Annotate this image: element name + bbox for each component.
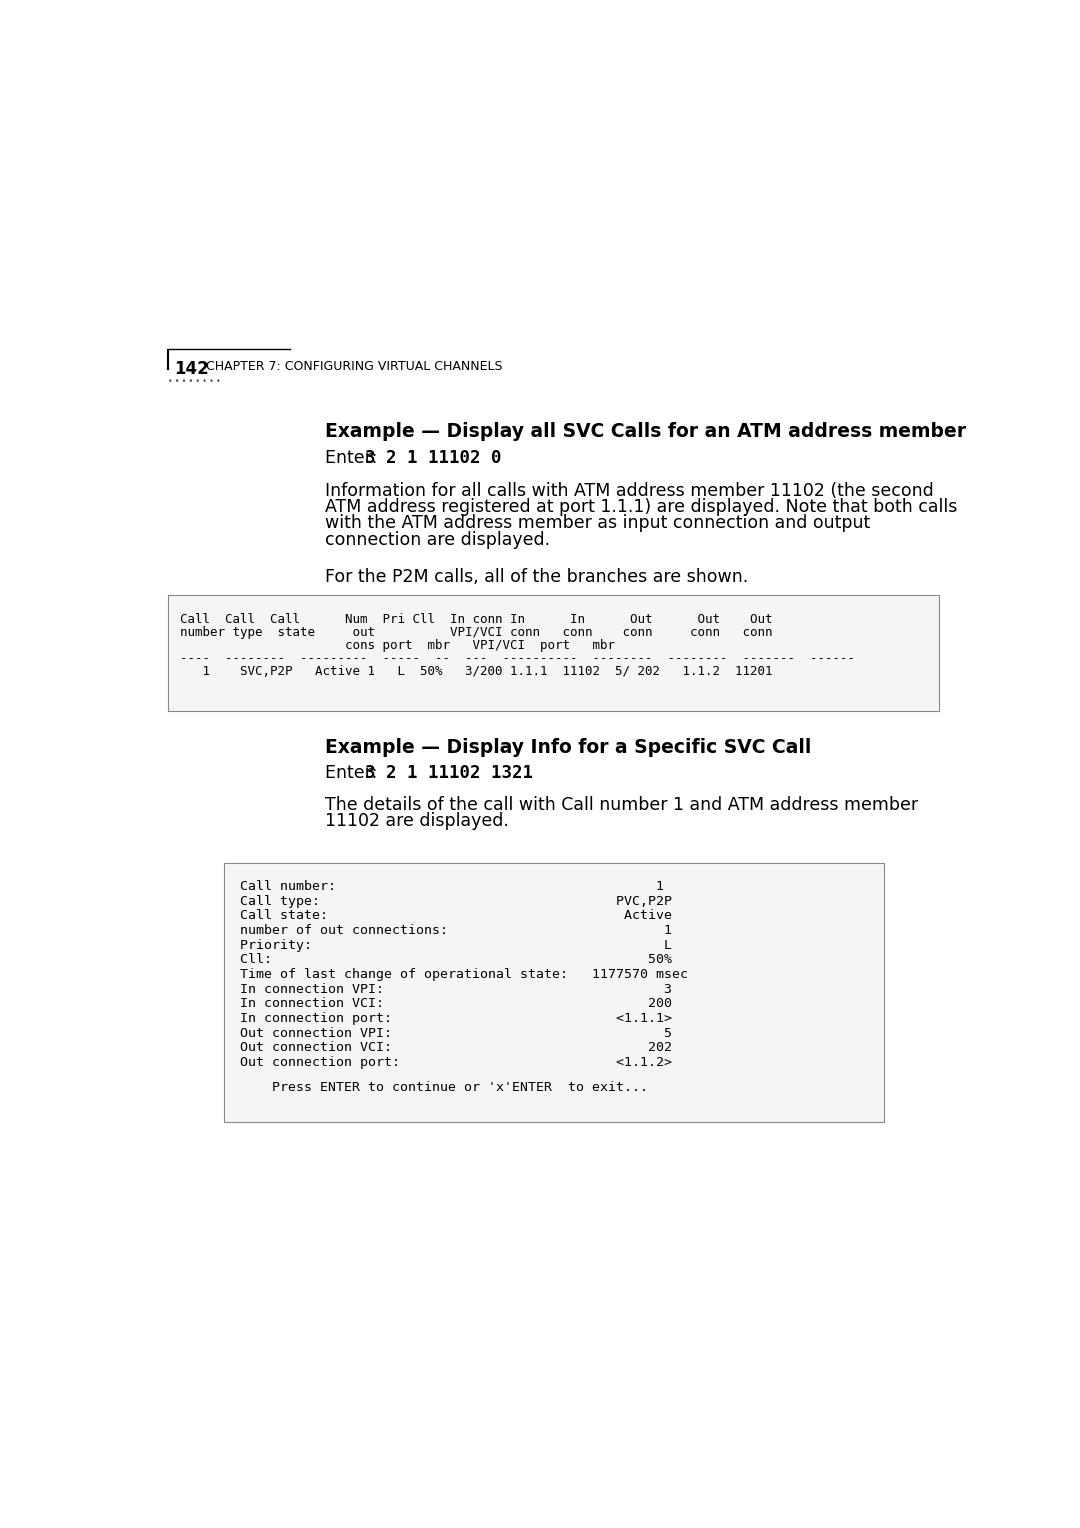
Text: The details of the call with Call number 1 and ATM address member: The details of the call with Call number… (325, 796, 918, 813)
FancyBboxPatch shape (167, 596, 939, 711)
Text: cons port  mbr   VPI/VCI  port   mbr: cons port mbr VPI/VCI port mbr (180, 639, 615, 652)
Text: CHAPTER 7: CONFIGURING VIRTUAL CHANNELS: CHAPTER 7: CONFIGURING VIRTUAL CHANNELS (206, 361, 503, 373)
Text: Call type:                                     PVC,P2P: Call type: PVC,P2P (240, 895, 672, 908)
Text: • • • • • • • •: • • • • • • • • (167, 377, 220, 387)
Text: Out connection VCI:                                202: Out connection VCI: 202 (240, 1041, 672, 1054)
Text: Time of last change of operational state:   1177570 msec: Time of last change of operational state… (240, 969, 688, 981)
Text: 142: 142 (174, 361, 208, 379)
Text: In connection VCI:                                 200: In connection VCI: 200 (240, 998, 672, 1010)
Text: Call number:                                        1: Call number: 1 (240, 880, 663, 894)
Text: Call state:                                     Active: Call state: Active (240, 909, 672, 923)
Text: In connection VPI:                                   3: In connection VPI: 3 (240, 983, 672, 996)
Text: Out connection VPI:                                  5: Out connection VPI: 5 (240, 1027, 672, 1039)
Text: ----  --------  ---------  -----  --  ---  ----------  --------  --------  -----: ---- -------- --------- ----- -- --- ---… (180, 652, 855, 665)
Text: Enter:: Enter: (325, 764, 382, 782)
Text: number type  state     out          VPI/VCI conn   conn    conn     conn   conn: number type state out VPI/VCI conn conn … (180, 626, 772, 639)
Text: Out connection port:                           <1.1.2>: Out connection port: <1.1.2> (240, 1056, 672, 1068)
Text: Enter:: Enter: (325, 449, 382, 468)
Text: 1    SVC,P2P   Active 1   L  50%   3/200 1.1.1  11102  5/ 202   1.1.2  11201: 1 SVC,P2P Active 1 L 50% 3/200 1.1.1 111… (180, 665, 772, 678)
Text: 3 2 1 11102 1321: 3 2 1 11102 1321 (365, 764, 534, 782)
Text: In connection port:                            <1.1.1>: In connection port: <1.1.1> (240, 1012, 672, 1025)
Text: 3 2 1 11102 0: 3 2 1 11102 0 (365, 449, 502, 468)
Text: Priority:                                            L: Priority: L (240, 938, 672, 952)
FancyBboxPatch shape (225, 862, 885, 1122)
Text: number of out connections:                           1: number of out connections: 1 (240, 924, 672, 937)
Text: For the P2M calls, all of the branches are shown.: For the P2M calls, all of the branches a… (325, 568, 748, 587)
Text: Information for all calls with ATM address member 11102 (the second: Information for all calls with ATM addre… (325, 483, 933, 500)
Text: Example — Display Info for a Specific SVC Call: Example — Display Info for a Specific SV… (325, 738, 811, 756)
Text: ATM address registered at port 1.1.1) are displayed. Note that both calls: ATM address registered at port 1.1.1) ar… (325, 498, 957, 516)
Text: 11102 are displayed.: 11102 are displayed. (325, 811, 509, 830)
Text: Example — Display all SVC Calls for an ATM address member: Example — Display all SVC Calls for an A… (325, 422, 966, 442)
Text: Cll:                                               50%: Cll: 50% (240, 953, 672, 966)
Text: Press ENTER to continue or 'x'ENTER  to exit...: Press ENTER to continue or 'x'ENTER to e… (240, 1082, 648, 1094)
Text: Call  Call  Call      Num  Pri Cll  In conn In      In      Out      Out    Out: Call Call Call Num Pri Cll In conn In In… (180, 613, 772, 626)
Text: connection are displayed.: connection are displayed. (325, 530, 550, 549)
Text: with the ATM address member as input connection and output: with the ATM address member as input con… (325, 515, 870, 532)
